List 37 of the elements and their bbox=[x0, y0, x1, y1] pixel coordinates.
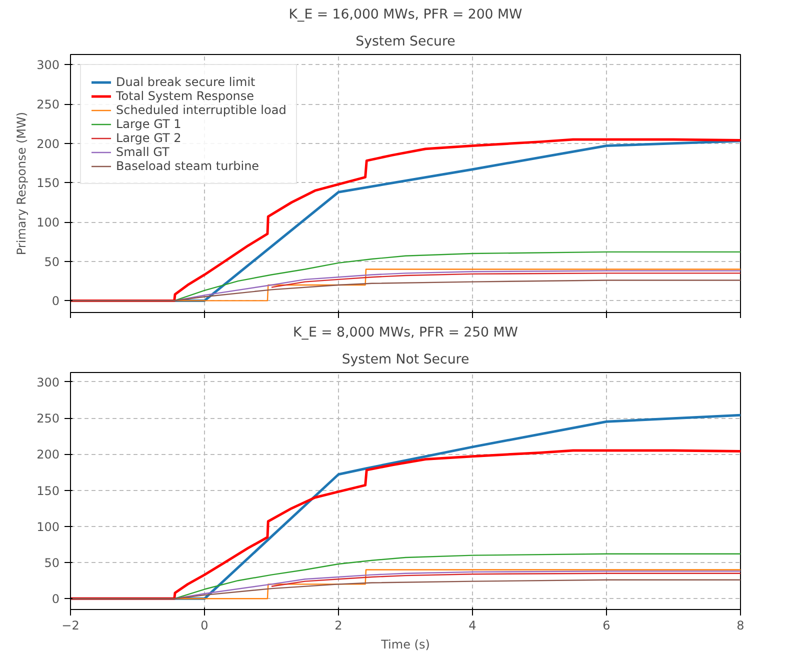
line-series bbox=[270, 272, 740, 288]
y-tick-label: 150 bbox=[36, 176, 60, 190]
y-tick-label: 200 bbox=[36, 136, 60, 151]
y-tick-label: 300 bbox=[36, 375, 60, 390]
chart-subtitle: System Not Secure bbox=[342, 352, 470, 368]
legend-label: Baseload steam turbine bbox=[116, 159, 260, 173]
legend-label: Scheduled interruptible load bbox=[116, 103, 286, 117]
x-axis-title: Time (s) bbox=[380, 638, 430, 652]
y-tick-label: 100 bbox=[36, 520, 60, 534]
legend-label: Small GT bbox=[116, 145, 170, 159]
x-tick-label: 2 bbox=[334, 618, 342, 632]
y-axis-title: Primary Response (MW) bbox=[14, 112, 29, 256]
y-tick-label: 0 bbox=[52, 592, 60, 606]
y-tick-label: 50 bbox=[44, 556, 60, 570]
chart-title: K_E = 16,000 MWs, PFR = 200 MW bbox=[288, 8, 522, 22]
x-tick-label: 0 bbox=[200, 618, 208, 632]
chart-subtitle: System Secure bbox=[356, 34, 456, 50]
y-tick-label: 250 bbox=[36, 98, 60, 112]
x-tick-label: 8 bbox=[736, 618, 744, 632]
y-tick-label: 150 bbox=[36, 484, 60, 498]
legend-label: Total System Response bbox=[116, 89, 254, 103]
y-tick-label: 250 bbox=[36, 412, 60, 426]
line-series bbox=[270, 572, 740, 587]
x-tick-label: 4 bbox=[468, 618, 476, 632]
legend-label: Dual break secure limit bbox=[116, 75, 256, 89]
chart-title: K_E = 8,000 MWs, PFR = 250 MW bbox=[293, 326, 518, 340]
y-tick-label: 300 bbox=[36, 58, 60, 72]
legend-label: Large GT 2 bbox=[116, 131, 182, 145]
line-series bbox=[70, 579, 740, 600]
x-tick-label: 6 bbox=[602, 618, 610, 632]
y-tick-label: 50 bbox=[44, 254, 60, 269]
line-series bbox=[70, 280, 740, 302]
y-tick-label: 200 bbox=[36, 448, 60, 462]
y-tick-label: 0 bbox=[52, 294, 60, 308]
legend-label: Large GT 1 bbox=[116, 117, 182, 131]
y-tick-label: 100 bbox=[36, 216, 60, 230]
x-tick-label: −2 bbox=[62, 618, 80, 632]
